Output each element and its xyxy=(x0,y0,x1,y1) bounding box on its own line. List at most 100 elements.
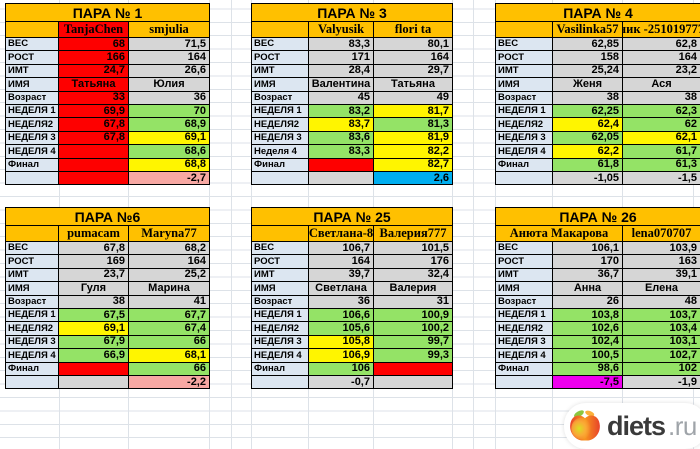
participant-nickname: flori ta xyxy=(374,22,453,38)
value-cell: 106,7 xyxy=(309,242,374,256)
row-label: Финал xyxy=(496,362,553,376)
value-cell: 101,5 xyxy=(374,242,453,256)
value-cell: 171 xyxy=(309,51,374,65)
row-label: ИМТ xyxy=(252,64,309,79)
value-cell: 103,7 xyxy=(623,308,700,323)
table-title: ПАРА №6 xyxy=(6,208,210,226)
row-label: РОСТ xyxy=(6,51,59,65)
value-cell xyxy=(309,158,374,172)
value-cell: Марина xyxy=(129,282,210,296)
value-cell: 62,25 xyxy=(553,104,623,119)
value-cell: 67,7 xyxy=(129,308,210,323)
row-label xyxy=(496,171,553,186)
value-cell: 68,1 xyxy=(129,349,210,363)
row-label: ВЕС xyxy=(6,38,59,52)
row-label: НЕДЕЛЯ 1 xyxy=(6,104,59,119)
value-cell: 164 xyxy=(129,255,210,269)
row-label: НЕДЕЛЯ2 xyxy=(496,322,553,336)
value-cell: 67,5 xyxy=(59,308,129,323)
value-cell: 31 xyxy=(374,295,453,309)
table-title: ПАРА № 1 xyxy=(6,4,210,22)
row-label xyxy=(6,375,59,390)
value-cell: 68,6 xyxy=(129,145,210,159)
value-cell xyxy=(59,145,129,159)
value-cell: 106,9 xyxy=(309,349,374,363)
table-title: ПАРА № 4 xyxy=(496,4,700,22)
row-label: РОСТ xyxy=(496,51,553,65)
row-label: РОСТ xyxy=(252,255,309,269)
row-label: НЕДЕЛЯ 4 xyxy=(6,145,59,159)
row-label: ИМТ xyxy=(496,268,553,283)
value-cell: 99,7 xyxy=(374,335,453,350)
row-label xyxy=(252,171,309,186)
value-cell: 66 xyxy=(129,362,210,376)
value-cell: Валентина xyxy=(309,78,374,92)
pair-table-4: ПАРА №6 pumacam Maryna77 ВЕС 67,8 68,2 РОСТ 169… xyxy=(5,207,210,390)
value-cell: Женя xyxy=(553,78,623,92)
value-cell: 68,9 xyxy=(129,118,210,132)
row-label: ИМТ xyxy=(6,64,59,79)
row-label: Возраст xyxy=(252,91,309,105)
value-cell: 67,8 xyxy=(59,118,129,132)
row-label: ВЕС xyxy=(6,242,59,256)
value-cell: -1,05 xyxy=(553,171,623,186)
value-cell: 62,1 xyxy=(623,131,700,146)
value-cell: 68,2 xyxy=(129,242,210,256)
participant-nickname: Vasilinka57 xyxy=(553,22,623,38)
value-cell: 28,4 xyxy=(309,64,374,79)
participant-nickname: lena070707 xyxy=(623,226,700,242)
row-label xyxy=(252,375,309,390)
row-label: ВЕС xyxy=(496,242,553,256)
value-cell: 24,7 xyxy=(59,64,129,79)
value-cell: Светлана xyxy=(309,282,374,296)
value-cell: -2,7 xyxy=(129,171,210,186)
value-cell: 62,8 xyxy=(623,38,700,52)
value-cell: 81,9 xyxy=(374,131,453,146)
value-cell: 38 xyxy=(553,91,623,105)
value-cell: 102 xyxy=(623,362,700,376)
value-cell: 45 xyxy=(309,91,374,105)
value-cell: 69,9 xyxy=(59,104,129,119)
names-row-spacer xyxy=(252,226,309,242)
value-cell: 36 xyxy=(309,295,374,309)
value-cell: 102,4 xyxy=(553,335,623,350)
row-label: ИМЯ xyxy=(6,78,59,92)
row-label: НЕДЕЛЯ 3 xyxy=(6,131,59,146)
row-label: Финал xyxy=(6,362,59,376)
value-cell: Анна xyxy=(553,282,623,296)
value-cell: 62,2 xyxy=(553,145,623,159)
value-cell: 62,05 xyxy=(553,131,623,146)
participant-nickname: ник -251019777 xyxy=(623,22,700,38)
value-cell: 23,2 xyxy=(623,64,700,79)
row-label: НЕДЕЛЯ 3 xyxy=(496,335,553,350)
value-cell: 36 xyxy=(129,91,210,105)
diets-logo[interactable]: diets .ru xyxy=(564,403,700,449)
value-cell: 100,5 xyxy=(553,349,623,363)
value-cell xyxy=(59,362,129,376)
row-label: НЕДЕЛЯ 3 xyxy=(252,335,309,350)
value-cell: 105,8 xyxy=(309,335,374,350)
value-cell: 164 xyxy=(374,51,453,65)
value-cell: 62,4 xyxy=(553,118,623,132)
row-label: Неделя 4 xyxy=(252,145,309,159)
value-cell: 106,1 xyxy=(553,242,623,256)
value-cell: 61,8 xyxy=(553,158,623,172)
table-title: ПАРА № 25 xyxy=(252,208,453,226)
value-cell: 80,1 xyxy=(374,38,453,52)
value-cell: -1,5 xyxy=(623,171,700,186)
value-cell: 164 xyxy=(129,51,210,65)
value-cell: 102,7 xyxy=(623,349,700,363)
row-label: НЕДЕЛЯ 4 xyxy=(6,349,59,363)
names-row-spacer xyxy=(6,22,59,38)
participant-nickname: Valyusik xyxy=(309,22,374,38)
row-label: Финал xyxy=(6,158,59,172)
value-cell xyxy=(59,375,129,390)
row-label xyxy=(6,171,59,186)
grid-column-line xyxy=(473,0,474,449)
value-cell: 25,2 xyxy=(129,268,210,283)
value-cell: 176 xyxy=(374,255,453,269)
logo-brand-text: diets xyxy=(607,410,666,441)
value-cell: 103,9 xyxy=(623,242,700,256)
value-cell: 169 xyxy=(59,255,129,269)
value-cell: 69,1 xyxy=(59,322,129,336)
